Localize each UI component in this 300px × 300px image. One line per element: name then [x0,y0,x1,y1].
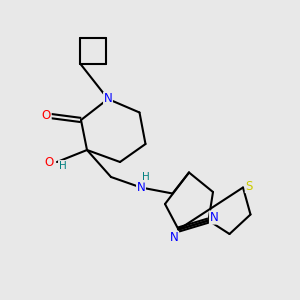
Text: N: N [209,211,218,224]
Text: H: H [142,172,149,182]
Text: N: N [103,92,112,106]
Text: O: O [45,155,54,169]
Text: N: N [169,231,178,244]
Text: N: N [136,181,146,194]
Text: O: O [42,109,51,122]
Text: H: H [58,160,66,171]
Text: S: S [245,179,253,193]
